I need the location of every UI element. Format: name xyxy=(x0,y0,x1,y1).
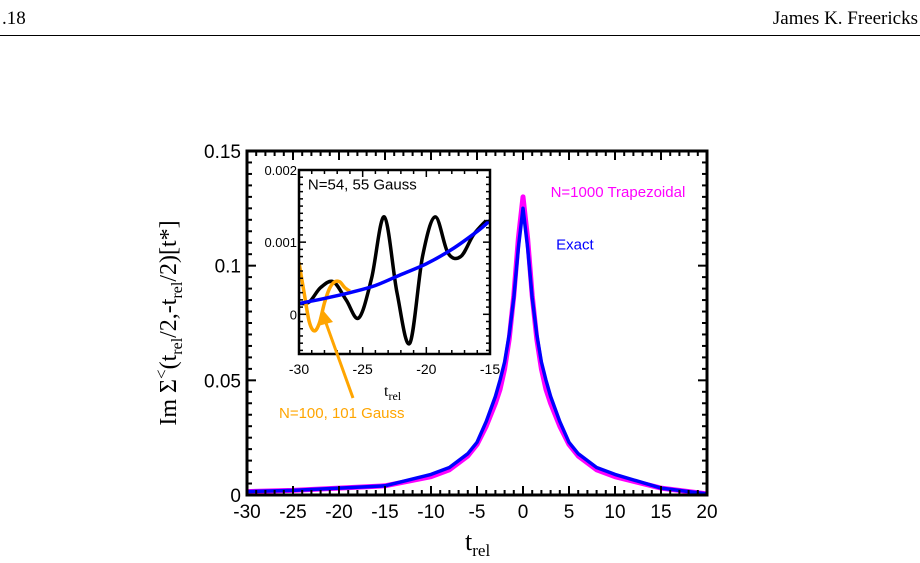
main-x-tick-label: -10 xyxy=(417,502,444,523)
main-x-tick-label: -15 xyxy=(371,502,398,523)
main-x-tick-label: 20 xyxy=(696,502,717,523)
inset-plot: -30 -25 -20 -15 0 0.001 0.002 N=54, 55 Gauss N=… xyxy=(264,163,500,422)
main-x-axis-label: trel xyxy=(465,527,490,560)
main-x-tick-label: 0 xyxy=(518,502,529,523)
y-label-prefix: Im Σ xyxy=(156,379,182,426)
main-y-tick-label: 0.05 xyxy=(204,371,241,392)
page-header: .18 James K. Freericks xyxy=(0,0,920,40)
main-y-tick-label: 0 xyxy=(230,486,241,507)
inset-x-tick-label: -15 xyxy=(480,361,500,377)
inset-y-tick-label: 0 xyxy=(290,307,297,322)
inset-series-1 xyxy=(299,262,351,333)
main-x-tick-label: -30 xyxy=(233,502,260,523)
main-x-tick-label: 5 xyxy=(564,502,575,523)
main-annotation-1: Exact xyxy=(556,237,594,254)
y-label-sub2: rel xyxy=(169,281,186,298)
main-x-axis-label-main: t xyxy=(465,527,473,556)
y-label-p3: /2)[t*] xyxy=(156,220,182,281)
main-annotation-0: N=1000 Trapezoidal xyxy=(551,184,686,201)
main-x-tick-label: -5 xyxy=(469,502,486,523)
y-label-p2: /2,-t xyxy=(156,298,182,338)
inset-annotation-1: N=100, 101 Gauss xyxy=(279,405,405,422)
inset-x-tick-label: -20 xyxy=(416,361,436,377)
main-x-tick-label: -20 xyxy=(325,502,352,523)
inset-x-axis-label-main: t xyxy=(384,383,389,400)
main-x-tick-label: -25 xyxy=(279,502,306,523)
inset-series-2 xyxy=(299,219,490,306)
inset-series-0 xyxy=(299,215,488,346)
inset-y-tick-label: 0.001 xyxy=(264,235,297,250)
y-label-sup: < xyxy=(152,369,171,379)
inset-x-tick-label: -25 xyxy=(353,361,373,377)
header-rule xyxy=(0,35,920,36)
inset-y-tick-label: 0.002 xyxy=(264,163,297,178)
inset-x-axis-label-sub: rel xyxy=(388,389,401,403)
main-x-axis-label-sub: rel xyxy=(472,541,490,560)
author-name: James K. Freericks xyxy=(772,8,918,29)
y-label-p1: (t xyxy=(156,354,182,369)
inset-background xyxy=(299,170,490,354)
inset-plot-frame xyxy=(297,168,492,356)
main-x-tick-label: 10 xyxy=(604,502,625,523)
orange-arrow-head xyxy=(318,309,333,326)
main-x-tick-label: 15 xyxy=(650,502,671,523)
main-plot: -30 -25 -20 -15 -10 -5 0 5 10 15 20 0 0.05 0.1 0.15 N=… xyxy=(152,142,718,560)
main-plot-frame xyxy=(245,149,709,497)
inset-x-tick-label: -30 xyxy=(289,361,309,377)
main-y-axis-label: Im Σ<(trel/2,-trel/2)[t*] xyxy=(152,220,186,425)
inset-x-axis-label: trel xyxy=(384,383,402,403)
main-y-tick-label: 0.15 xyxy=(204,142,241,163)
orange-arrow-line xyxy=(324,322,355,399)
page-number: .18 xyxy=(2,8,26,29)
y-label-sub1: rel xyxy=(169,337,186,354)
main-series-1 xyxy=(247,206,707,495)
main-y-tick-label: 0.1 xyxy=(215,257,241,278)
inset-annotation-0: N=54, 55 Gauss xyxy=(308,176,417,193)
